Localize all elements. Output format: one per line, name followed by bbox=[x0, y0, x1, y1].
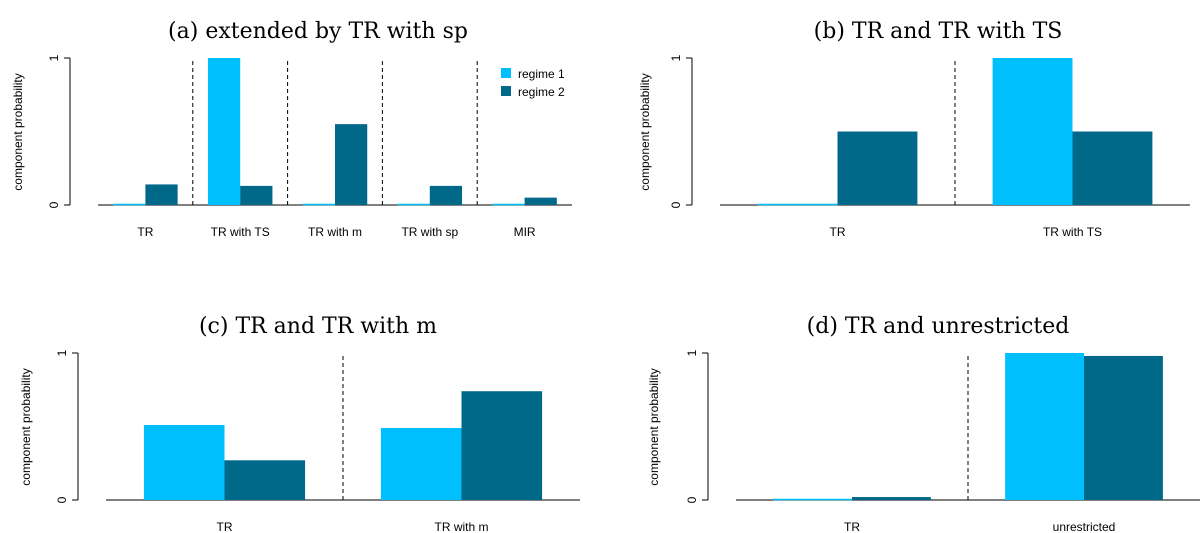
panel-d: (d) TR and unrestricted component probab… bbox=[647, 314, 1200, 533]
category-label: TR with m bbox=[308, 225, 362, 239]
category-label: MIR bbox=[514, 225, 536, 239]
y-tick-label: 1 bbox=[47, 54, 61, 61]
panel-a-plot: 0 1 TR TR with TS TR with m TR with sp MIR bbox=[47, 54, 572, 239]
bar-regime-2 bbox=[429, 185, 463, 205]
category-label: TR bbox=[137, 225, 153, 239]
legend: regime 1 regime 2 bbox=[501, 67, 565, 99]
category-label: unrestricted bbox=[1053, 520, 1116, 533]
bar-regime-2 bbox=[461, 391, 543, 500]
y-tick-label: 0 bbox=[47, 201, 61, 208]
legend-label-regime-1: regime 1 bbox=[518, 67, 565, 81]
panel-c-ylabel: component probability bbox=[19, 368, 33, 485]
panel-d-ylabel: component probability bbox=[647, 368, 661, 485]
panel-a-title: (a) extended by TR with sp bbox=[168, 19, 468, 44]
category-label: TR bbox=[830, 225, 846, 239]
y-tick-label: 0 bbox=[669, 201, 683, 208]
panel-a: (a) extended by TR with sp component pro… bbox=[11, 19, 572, 239]
bar-regime-1 bbox=[992, 58, 1073, 205]
panel-c: (c) TR and TR with m component probabili… bbox=[19, 314, 580, 533]
category-label: TR bbox=[844, 520, 860, 533]
legend-swatch-regime-2 bbox=[501, 86, 511, 96]
panel-b-plot: 0 1 TR TR with TS bbox=[669, 54, 1190, 239]
bar-regime-2 bbox=[145, 184, 178, 205]
bar-regime-2 bbox=[524, 197, 557, 205]
legend-swatch-regime-1 bbox=[501, 68, 511, 78]
y-tick-label: 0 bbox=[685, 496, 699, 503]
bar-regime-2 bbox=[837, 131, 918, 205]
y-tick-label: 1 bbox=[669, 54, 683, 61]
bar-regime-2 bbox=[1072, 131, 1153, 205]
category-label: TR with sp bbox=[401, 225, 458, 239]
bar-regime-2 bbox=[852, 497, 931, 500]
bar-regime-1 bbox=[143, 425, 225, 500]
panel-b-title: (b) TR and TR with TS bbox=[814, 19, 1063, 44]
panel-a-ylabel: component probability bbox=[11, 73, 25, 190]
y-tick-label: 1 bbox=[55, 349, 69, 356]
bar-regime-2 bbox=[224, 460, 306, 500]
panel-c-plot: 0 1 TR TR with m bbox=[55, 349, 580, 533]
category-label: TR with TS bbox=[211, 225, 270, 239]
legend-label-regime-2: regime 2 bbox=[518, 85, 565, 99]
bar-regime-1 bbox=[380, 427, 462, 500]
panel-b-ylabel: component probability bbox=[638, 73, 652, 190]
y-tick-label: 0 bbox=[55, 496, 69, 503]
category-label: TR bbox=[217, 520, 233, 533]
bar-regime-2 bbox=[240, 185, 273, 205]
bar-regime-1 bbox=[1005, 353, 1084, 500]
bar-regime-1 bbox=[207, 58, 241, 205]
panel-c-title: (c) TR and TR with m bbox=[199, 314, 437, 339]
bar-regime-2 bbox=[335, 124, 368, 205]
category-label: TR with m bbox=[435, 520, 489, 533]
category-label: TR with TS bbox=[1043, 225, 1102, 239]
y-tick-label: 1 bbox=[685, 349, 699, 356]
bar-regime-2 bbox=[1084, 355, 1163, 500]
panel-d-title: (d) TR and unrestricted bbox=[807, 314, 1070, 339]
panel-d-plot: 0 1 TR unrestricted bbox=[685, 349, 1200, 533]
panel-b: (b) TR and TR with TS component probabil… bbox=[638, 19, 1190, 239]
